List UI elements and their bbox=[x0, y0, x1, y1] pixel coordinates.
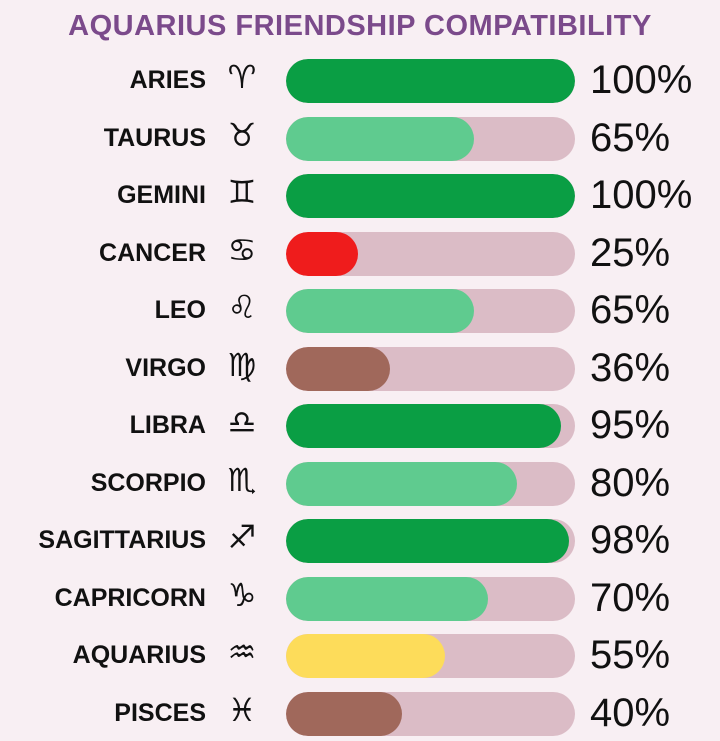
value-label: 65% bbox=[590, 288, 671, 332]
bar bbox=[286, 116, 474, 161]
bar-track bbox=[286, 691, 575, 736]
bar bbox=[286, 174, 575, 218]
bar-row-libra: LIBRA ♎ 95% bbox=[0, 401, 720, 451]
zodiac-capricorn-icon: ♑ bbox=[227, 575, 257, 614]
bar-track bbox=[286, 576, 575, 621]
category-label: LIBRA bbox=[129, 411, 206, 439]
value-label: 36% bbox=[590, 345, 671, 390]
zodiac-sagittarius-icon: ♐ bbox=[227, 518, 257, 556]
bar-row-virgo: VIRGO ♍ 36% bbox=[0, 344, 720, 394]
bar-track bbox=[286, 404, 575, 448]
category-label: LEO bbox=[154, 296, 206, 324]
zodiac-aquarius-icon: ♒ bbox=[227, 633, 257, 671]
bar-row-aquarius: AQUARIUS ♒ 55% bbox=[0, 631, 720, 681]
bar bbox=[286, 691, 402, 736]
bar-row-cancer: CANCER ♋ 25% bbox=[0, 229, 720, 279]
bar bbox=[286, 404, 561, 448]
bar-track bbox=[286, 461, 575, 506]
value-label: 100% bbox=[590, 58, 693, 102]
value-label: 95% bbox=[590, 403, 671, 447]
bar bbox=[286, 634, 445, 678]
zodiac-gemini-icon: ♊ bbox=[227, 173, 257, 211]
bar-row-taurus: TAURUS ♉ 65% bbox=[0, 114, 720, 164]
category-label: CAPRICORN bbox=[54, 583, 206, 612]
bar-track bbox=[286, 346, 575, 391]
zodiac-aries-icon: ♈ bbox=[227, 58, 257, 96]
chart-title: AQUARIUS FRIENDSHIP COMPATIBILITY bbox=[68, 10, 652, 42]
bar-row-capricorn: CAPRICORN ♑ 70% bbox=[0, 574, 720, 624]
bar bbox=[286, 461, 518, 506]
value-label: 65% bbox=[590, 115, 671, 160]
bar-track bbox=[286, 59, 575, 103]
bar-row-leo: LEO ♌ 65% bbox=[0, 286, 720, 336]
bar-track bbox=[286, 634, 575, 678]
category-label: AQUARIUS bbox=[72, 641, 206, 669]
bar bbox=[286, 231, 359, 276]
bar-row-pisces: PISCES ♓ 40% bbox=[0, 689, 720, 739]
zodiac-libra-icon: ♎ bbox=[227, 403, 257, 441]
bar-row-sagittarius: SAGITTARIUS ♐ 98% bbox=[0, 516, 720, 566]
zodiac-cancer-icon: ♋ bbox=[227, 230, 257, 269]
zodiac-taurus-icon: ♉ bbox=[227, 115, 257, 154]
category-label: TAURUS bbox=[103, 123, 206, 152]
category-label: GEMINI bbox=[117, 181, 206, 209]
category-label: PISCES bbox=[114, 698, 206, 727]
bar-track bbox=[286, 289, 575, 333]
bar bbox=[286, 59, 575, 103]
value-label: 98% bbox=[590, 518, 671, 562]
bar-track bbox=[286, 116, 575, 161]
bar bbox=[286, 519, 570, 563]
bar-row-gemini: GEMINI ♊ 100% bbox=[0, 171, 720, 221]
bar-track bbox=[286, 231, 575, 276]
zodiac-pisces-icon: ♓ bbox=[227, 690, 257, 729]
bar-row-aries: ARIES ♈ 100% bbox=[0, 56, 720, 106]
zodiac-leo-icon: ♌ bbox=[227, 288, 257, 326]
value-label: 40% bbox=[590, 690, 671, 735]
category-label: ARIES bbox=[129, 66, 206, 94]
value-label: 70% bbox=[590, 575, 671, 620]
category-label: SCORPIO bbox=[90, 468, 206, 497]
bar bbox=[286, 576, 489, 621]
value-label: 25% bbox=[590, 230, 671, 275]
category-label: VIRGO bbox=[125, 353, 206, 382]
value-label: 100% bbox=[590, 173, 693, 217]
category-label: SAGITTARIUS bbox=[38, 526, 206, 554]
bar-row-scorpio: SCORPIO ♏ 80% bbox=[0, 459, 720, 509]
zodiac-virgo-icon: ♍ bbox=[227, 345, 257, 384]
value-label: 80% bbox=[590, 460, 671, 505]
value-label: 55% bbox=[590, 633, 671, 677]
zodiac-scorpio-icon: ♏ bbox=[227, 460, 257, 499]
bar bbox=[286, 289, 474, 333]
category-label: CANCER bbox=[99, 238, 206, 267]
bar-track bbox=[286, 174, 575, 218]
bar-track bbox=[286, 519, 575, 563]
bar bbox=[286, 346, 391, 391]
